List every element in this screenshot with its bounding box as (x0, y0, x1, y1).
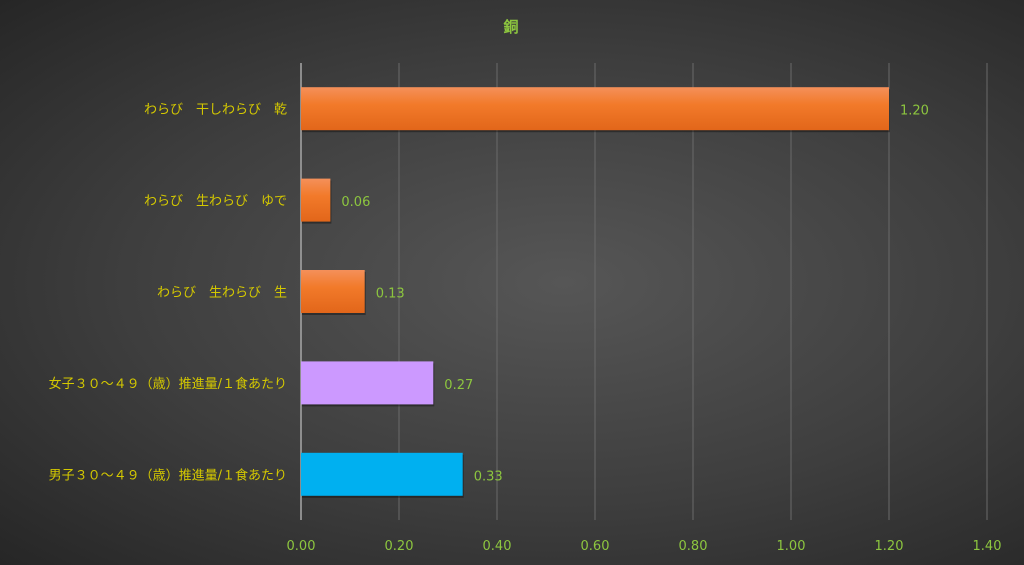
data-label: 1.20 (900, 104, 929, 119)
data-label: 0.06 (341, 195, 370, 210)
x-tick-label: 0.60 (581, 539, 610, 554)
x-tick-label: 0.00 (287, 539, 316, 554)
x-tick-label: 0.20 (385, 539, 414, 554)
category-label: わらび 生わらび ゆで (144, 194, 287, 209)
data-label: 0.27 (444, 378, 473, 393)
x-tick-label: 0.80 (679, 539, 708, 554)
x-tick-label: 0.40 (483, 539, 512, 554)
category-label: わらび 生わらび 生 (157, 286, 287, 301)
bar (301, 87, 889, 131)
category-label: わらび 干しわらび 乾 (144, 103, 287, 118)
category-label: 女子３０～４９（歳）推進量/１食あたり (49, 376, 287, 392)
bar (301, 178, 331, 222)
x-tick-label: 1.20 (875, 539, 904, 554)
bar (301, 452, 463, 496)
bar (301, 270, 365, 313)
category-label: 男子３０～４９（歳）推進量/１食あたり (49, 467, 287, 483)
chart-title: 銅 (503, 18, 518, 36)
x-tick-label: 1.40 (973, 539, 1002, 554)
bar (301, 361, 434, 405)
data-label: 0.33 (474, 469, 503, 484)
x-tick-label: 1.00 (777, 539, 806, 554)
data-label: 0.13 (376, 287, 405, 302)
